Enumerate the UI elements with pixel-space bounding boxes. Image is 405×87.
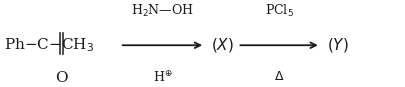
Text: PCl$_5$: PCl$_5$ xyxy=(264,3,293,19)
Text: $\Delta$: $\Delta$ xyxy=(273,70,283,83)
Text: Ph$-$C$-$CH$_3$: Ph$-$C$-$CH$_3$ xyxy=(4,36,94,54)
Text: $(Y)$: $(Y)$ xyxy=(326,36,348,54)
Text: H$^{\oplus}$: H$^{\oplus}$ xyxy=(152,70,172,85)
Text: H$_2$N—OH: H$_2$N—OH xyxy=(131,3,193,19)
Text: $(X)$: $(X)$ xyxy=(211,36,234,54)
Text: O: O xyxy=(55,71,68,85)
